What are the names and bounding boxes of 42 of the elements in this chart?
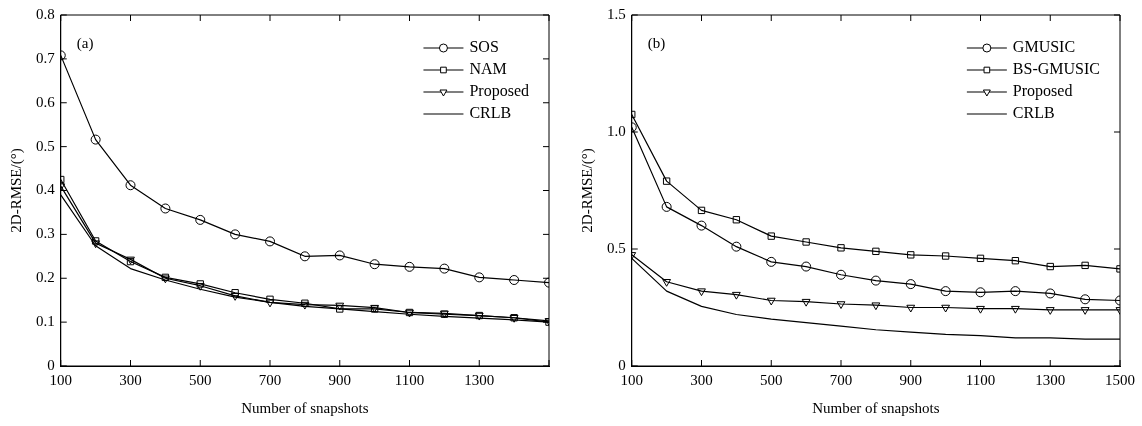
y-tick-label: 0.3 (36, 225, 55, 242)
x-tick-label: 500 (189, 371, 212, 388)
y-tick-label: 0 (618, 356, 626, 373)
legend-label: SOS (469, 38, 499, 56)
x-tick-label: 700 (829, 371, 853, 388)
x-tick-label: 100 (49, 371, 72, 388)
y-tick-label: 0.2 (36, 269, 55, 286)
y-tick-label: 0.8 (36, 5, 55, 22)
y-axis-title: 2D-RMSE/(°) (7, 148, 25, 233)
legend-label: NAM (469, 60, 507, 78)
legend-label: CRLB (469, 104, 512, 122)
x-tick-label: 1100 (965, 371, 996, 388)
y-tick-label: 0.6 (36, 93, 56, 110)
y-tick-label: 1.0 (607, 122, 626, 139)
y-tick-label: 0.5 (607, 239, 626, 256)
x-tick-label: 1100 (394, 371, 425, 388)
y-tick-label: 0 (47, 356, 55, 373)
annotation: (a) (76, 35, 94, 53)
x-tick-label: 500 (760, 371, 783, 388)
x-tick-label: 900 (899, 371, 922, 388)
y-tick-label: 0.7 (36, 49, 56, 66)
legend-label: GMUSIC (1012, 38, 1076, 56)
legend-label: BS-GMUSIC (1012, 60, 1101, 78)
legend-label: Proposed (1012, 82, 1073, 101)
y-axis-title: 2D-RMSE/(°) (578, 148, 596, 233)
x-tick-label: 1500 (1105, 371, 1135, 388)
x-tick-label: 900 (328, 371, 351, 388)
x-tick-label: 100 (620, 371, 643, 388)
x-tick-label: 300 (690, 371, 713, 388)
x-tick-label: 1300 (464, 371, 495, 388)
x-axis-title: Number of snapshots (241, 399, 369, 416)
x-tick-label: 300 (119, 371, 142, 388)
y-tick-label: 0.4 (36, 181, 56, 198)
legend-label: CRLB (1012, 104, 1055, 122)
y-tick-label: 0.1 (36, 313, 55, 330)
x-tick-label: 1300 (1035, 371, 1066, 388)
annotation: (b) (647, 35, 666, 53)
x-tick-label: 700 (258, 371, 282, 388)
x-axis-title: Number of snapshots (812, 399, 940, 416)
legend-label: Proposed (469, 82, 530, 101)
y-tick-label: 0.5 (36, 137, 55, 154)
y-tick-label: 1.5 (607, 5, 626, 22)
